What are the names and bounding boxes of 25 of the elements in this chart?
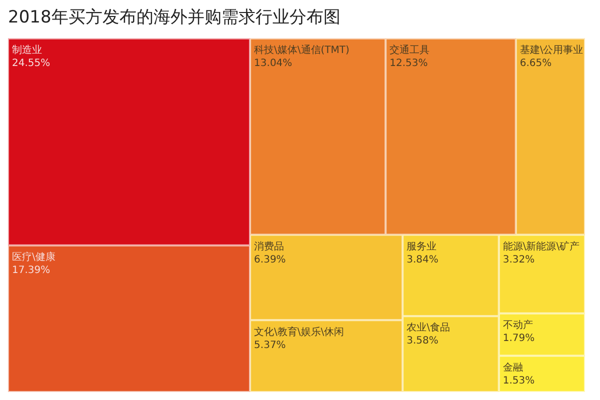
category-label: 制造业 [12, 44, 42, 56]
category-label: 文化\教育\娱乐\休闲 [254, 326, 344, 338]
data-label: 12.53% [390, 58, 428, 69]
data-label: 6.39% [254, 254, 286, 266]
category-label: 能源\新能源\矿产 [502, 240, 580, 252]
category-label: 消费品 [254, 240, 284, 252]
category-label: 交通工具 [390, 44, 430, 56]
category-label: 服务业 [406, 240, 437, 252]
data-label: 24.55% [12, 58, 50, 69]
category-label: 科技\媒体\通信(TMT) [254, 44, 350, 56]
category-label: 金融 [502, 361, 523, 374]
data-label: 13.04% [254, 58, 292, 69]
data-label: 3.84% [406, 254, 438, 266]
data-label: 3.32% [502, 254, 535, 266]
data-label: 5.37% [254, 340, 286, 351]
data-label: 1.79% [502, 332, 535, 344]
text: 2018年买方发布的海外并购需求行业分布图 [8, 8, 340, 28]
category-label: 不动产 [502, 318, 533, 331]
category-label: 农业\食品 [406, 322, 450, 334]
data-label: 6.65% [520, 58, 552, 69]
category-label: 基建\公用事业 [520, 44, 584, 56]
data-label: 1.53% [502, 375, 535, 386]
category-label: 医疗\健康 [12, 250, 56, 263]
data-label: 3.58% [406, 336, 438, 347]
data-label: 17.39% [12, 264, 50, 276]
